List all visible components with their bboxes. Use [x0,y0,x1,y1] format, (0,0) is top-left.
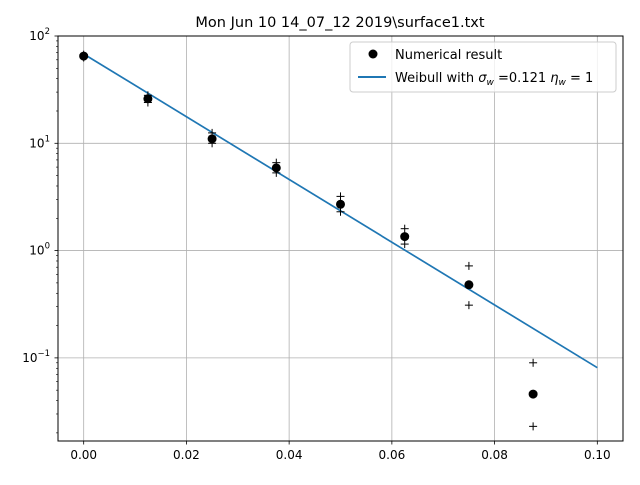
numerical-result-point [464,280,474,290]
bound-plus-marker [464,261,473,270]
bound-plus-marker [272,158,281,167]
legend-weibull-prefix: Weibull with [395,71,478,86]
bound-plus-marker [208,139,217,148]
legend-box [349,41,617,93]
legend-sigma-sub: w [487,78,495,88]
y-tick-base: 10 [22,351,37,365]
bound-plus-marker [272,168,281,177]
legend-circle-marker [368,49,378,59]
y-tick-exponent: 0 [45,242,50,252]
y-tick-base: 10 [29,136,44,150]
y-tick-label: 100 [29,242,50,258]
bound-plus-marker [464,301,473,310]
bound-plus-marker [400,224,409,233]
y-tick-base: 10 [29,244,44,258]
bound-plus-marker [208,128,217,137]
numerical-result-point [271,163,281,173]
y-tick-label: 101 [29,134,50,150]
x-tick-label: 0.08 [481,448,508,462]
legend-eta-sub: w [559,78,567,88]
y-tick-exponent: −1 [37,349,50,359]
y-tick-base: 10 [29,29,44,43]
x-tick-label: 0.02 [173,448,200,462]
numerical-result-point [336,199,345,209]
legend-eta-symbol: η [550,71,558,86]
legend-eta-value: = 1 [566,71,593,86]
numerical-result-point [528,389,538,399]
legend-label-numerical: Numerical result [395,48,502,63]
x-tick-label: 0.04 [276,448,303,462]
y-tick-label: 102 [29,27,50,43]
bound-plus-marker [529,358,538,367]
bound-plus-marker [400,240,409,249]
x-tick-label: 0.00 [70,448,97,462]
legend-label-weibull: Weibull with σw =0.121 ηw = 1 [395,71,593,88]
y-tick-exponent: 1 [45,134,50,144]
y-tick-exponent: 2 [45,27,50,37]
chart-title: Mon Jun 10 14_07_12 2019\surface1.txt [195,15,484,31]
legend-sigma-symbol: σ [478,71,487,86]
marker-layer [79,50,538,431]
axes-frame [57,35,624,442]
x-tick-label: 0.06 [379,448,406,462]
legend: Numerical result Weibull with σw =0.121 … [349,41,617,93]
numerical-result-point [207,134,217,144]
y-tick-label: 10−1 [22,349,50,365]
x-tick-label: 0.10 [584,448,611,462]
bound-plus-marker [529,422,538,431]
bound-plus-marker [336,207,345,216]
bound-plus-marker [79,53,88,62]
numerical-result-point [400,232,410,242]
bound-plus-marker [336,192,345,201]
bound-plus-marker [143,98,152,107]
legend-sigma-value: =0.121 [494,71,550,86]
bound-plus-marker [143,91,152,100]
